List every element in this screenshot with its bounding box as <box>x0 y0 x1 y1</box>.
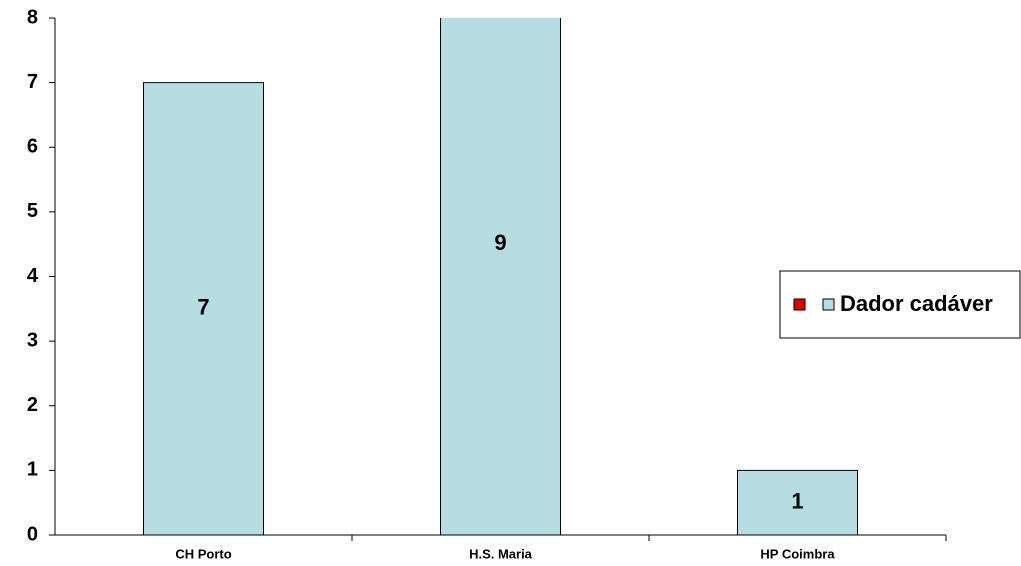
legend-swatch <box>822 298 835 311</box>
y-tick-label: 5 <box>27 200 38 222</box>
y-tick-label: 1 <box>27 459 38 481</box>
data-label: 9 <box>494 230 506 255</box>
y-tick-label: 4 <box>27 265 39 287</box>
y-tick-label: 8 <box>27 6 38 28</box>
y-tick-label: 7 <box>27 71 38 93</box>
y-tick-label: 0 <box>27 523 38 545</box>
y-tick-label: 3 <box>27 329 38 351</box>
legend-label: Dador cadáver <box>840 291 993 316</box>
y-tick-label: 2 <box>27 394 38 416</box>
x-tick-label: CH Porto <box>175 546 231 561</box>
bar <box>143 82 264 536</box>
y-tick-label: 6 <box>27 136 38 158</box>
data-label: 7 <box>197 295 209 320</box>
data-label: 1 <box>791 489 803 514</box>
x-tick-label: H.S. Maria <box>469 546 533 561</box>
bar <box>440 18 561 536</box>
legend-box <box>779 270 1021 339</box>
legend-swatch <box>793 298 806 311</box>
x-tick-label: HP Coimbra <box>760 546 835 561</box>
plot-area <box>143 18 858 536</box>
bar <box>737 469 858 536</box>
